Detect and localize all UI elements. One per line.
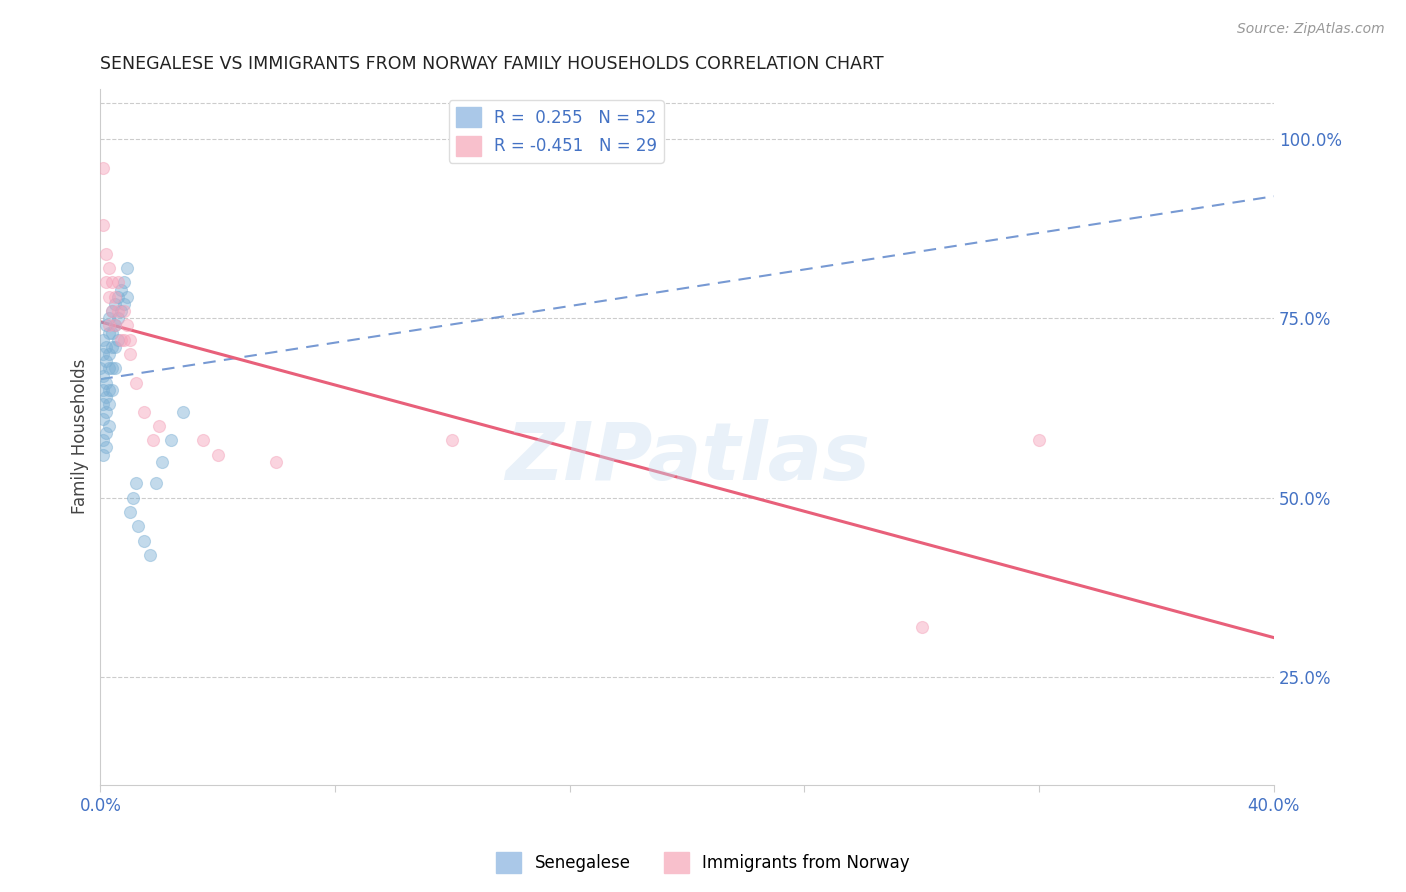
Point xyxy=(98,311,121,326)
Point xyxy=(441,434,464,448)
Point xyxy=(110,283,132,297)
Point xyxy=(91,218,114,232)
Point xyxy=(101,383,124,397)
Point xyxy=(96,276,118,290)
Point xyxy=(134,533,156,548)
Point xyxy=(124,376,146,390)
Point xyxy=(98,347,121,361)
Point xyxy=(159,434,181,448)
Point xyxy=(118,347,141,361)
Point xyxy=(91,434,114,448)
Text: Source: ZipAtlas.com: Source: ZipAtlas.com xyxy=(1237,22,1385,37)
Point xyxy=(96,340,118,354)
Point xyxy=(134,404,156,418)
Text: ZIPatlas: ZIPatlas xyxy=(505,418,870,497)
Point xyxy=(107,304,129,318)
Point xyxy=(91,383,114,397)
Point xyxy=(121,491,143,505)
Point xyxy=(115,290,138,304)
Y-axis label: Family Households: Family Households xyxy=(72,359,89,515)
Point xyxy=(142,434,165,448)
Point xyxy=(104,361,127,376)
Point xyxy=(911,620,934,634)
Point xyxy=(101,304,124,318)
Point xyxy=(101,340,124,354)
Point xyxy=(96,390,118,404)
Point xyxy=(115,260,138,275)
Point xyxy=(96,376,118,390)
Point xyxy=(104,297,127,311)
Point xyxy=(98,361,121,376)
Point xyxy=(98,397,121,411)
Point xyxy=(91,397,114,411)
Point xyxy=(98,318,121,333)
Point xyxy=(266,455,288,469)
Point xyxy=(96,354,118,368)
Point xyxy=(115,318,138,333)
Point xyxy=(104,290,127,304)
Point xyxy=(91,448,114,462)
Point xyxy=(98,383,121,397)
Point xyxy=(91,347,114,361)
Point xyxy=(172,404,194,418)
Point xyxy=(139,548,162,562)
Point xyxy=(112,297,135,311)
Point xyxy=(110,333,132,347)
Point xyxy=(96,441,118,455)
Point xyxy=(112,333,135,347)
Point xyxy=(101,276,124,290)
Point xyxy=(145,476,167,491)
Point xyxy=(96,426,118,441)
Point xyxy=(91,411,114,425)
Point xyxy=(98,326,121,340)
Point xyxy=(98,418,121,433)
Point xyxy=(128,519,150,533)
Point xyxy=(1028,434,1050,448)
Point xyxy=(107,333,129,347)
Point xyxy=(104,340,127,354)
Point xyxy=(207,448,229,462)
Point xyxy=(191,434,214,448)
Point xyxy=(148,418,170,433)
Point xyxy=(101,326,124,340)
Point xyxy=(112,276,135,290)
Point xyxy=(89,361,111,376)
Text: SENEGALESE VS IMMIGRANTS FROM NORWAY FAMILY HOUSEHOLDS CORRELATION CHART: SENEGALESE VS IMMIGRANTS FROM NORWAY FAM… xyxy=(100,55,884,73)
Point xyxy=(104,318,127,333)
Point xyxy=(112,304,135,318)
Legend: Senegalese, Immigrants from Norway: Senegalese, Immigrants from Norway xyxy=(489,846,917,880)
Point xyxy=(107,311,129,326)
Point xyxy=(150,455,173,469)
Point xyxy=(104,318,127,333)
Point xyxy=(96,246,118,260)
Point xyxy=(98,290,121,304)
Point xyxy=(124,476,146,491)
Point xyxy=(101,304,124,318)
Point xyxy=(118,505,141,519)
Point xyxy=(107,276,129,290)
Point xyxy=(96,404,118,418)
Point xyxy=(110,304,132,318)
Legend: R =  0.255   N = 52, R = -0.451   N = 29: R = 0.255 N = 52, R = -0.451 N = 29 xyxy=(449,101,664,162)
Point xyxy=(91,161,114,175)
Point xyxy=(96,318,118,333)
Point xyxy=(107,290,129,304)
Point xyxy=(91,333,114,347)
Point xyxy=(118,333,141,347)
Point xyxy=(98,260,121,275)
Point xyxy=(101,361,124,376)
Point xyxy=(91,368,114,383)
